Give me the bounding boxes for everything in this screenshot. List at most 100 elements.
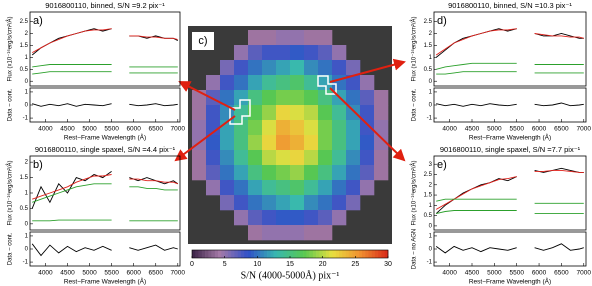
y-tick-label: 1: [429, 90, 433, 96]
colorbar-step: [303, 250, 307, 258]
map-cell: [206, 150, 221, 166]
colorbar-step: [339, 250, 343, 258]
map-cell: [346, 120, 361, 136]
y-tick-label: 1.5: [424, 43, 433, 49]
map-cell: [192, 120, 207, 136]
panel-title: 9016800110, single spaxel, S/N =4.4 pix⁻…: [35, 145, 176, 154]
map-cell: [220, 195, 235, 211]
y-tick-label: 2.5: [20, 19, 29, 25]
colorbar-step: [381, 250, 386, 258]
x-tick-label: 5000: [487, 126, 502, 133]
y-tick-label: -1: [427, 260, 433, 266]
map-cell: [276, 135, 291, 151]
spectrum-line: [435, 169, 584, 210]
map-cell: [346, 60, 361, 76]
map-cell: [304, 120, 319, 136]
x-tick-label: 7000: [577, 270, 592, 277]
colorbar-step: [214, 250, 219, 258]
map-cell: [318, 225, 333, 241]
colorbar-step: [208, 250, 212, 258]
map-cell: [290, 90, 305, 106]
residual-frame: [29, 231, 181, 267]
map-cell: [304, 45, 319, 61]
panel-label: a): [33, 15, 43, 27]
colorbar-step: [192, 250, 196, 258]
map-cell: [318, 30, 333, 46]
y-tick-label: 2: [25, 160, 29, 166]
spectrum-line: [31, 28, 178, 53]
map-cell: [346, 180, 361, 196]
map-cell: [318, 120, 333, 136]
residual-frame: [433, 231, 587, 267]
map-cell: [262, 75, 277, 91]
map-cell: [234, 210, 249, 226]
map-cell: [276, 90, 291, 106]
colorbar-step: [371, 250, 376, 258]
spectrum-line: [31, 28, 179, 56]
y-tick-label: 0.5: [424, 213, 433, 219]
colorbar-step: [195, 250, 199, 258]
map-cell: [234, 150, 249, 166]
colorbar-step: [319, 250, 323, 258]
spectrum-line: [435, 28, 584, 56]
y-tick-label: 1.5: [20, 175, 29, 181]
map-cell: [374, 90, 389, 106]
colorbar-step: [335, 250, 340, 258]
colorbar-step: [342, 250, 346, 258]
map-cell: [304, 75, 319, 91]
y-tick-label: 0.5: [20, 67, 29, 73]
colorbar-step: [224, 250, 229, 258]
colorbar-step: [312, 250, 317, 258]
map-cell: [220, 180, 235, 196]
map-cell: [262, 135, 277, 151]
map-cell: [248, 60, 263, 76]
colorbar-step: [316, 250, 320, 258]
colorbar-step: [384, 250, 389, 258]
map-cell: [248, 105, 263, 121]
colorbar-step: [286, 250, 291, 258]
map-cell: [262, 45, 277, 61]
map: [192, 30, 389, 241]
map-cell: [332, 60, 347, 76]
arrow: [329, 87, 406, 162]
map-cell: [234, 90, 249, 106]
x-tick-label: 5000: [487, 270, 502, 277]
y-tick-label: -1: [427, 116, 433, 122]
map-cell: [262, 105, 277, 121]
colorbar-step: [296, 250, 301, 258]
colorbar-step: [250, 250, 255, 258]
y-tick-label: 1: [25, 191, 29, 197]
map-cell: [332, 180, 347, 196]
spectrum-line: [31, 171, 179, 209]
map-cell: [304, 60, 319, 76]
map-cell: [276, 60, 291, 76]
map-cell: [248, 210, 263, 226]
map-cell: [248, 120, 263, 136]
x-tick-label: 4000: [442, 270, 457, 277]
map-cell: [248, 90, 263, 106]
residual-label: Data − cont.: [8, 232, 14, 265]
map-cell: [318, 135, 333, 151]
map-cell: [304, 225, 319, 241]
y-tick-label: 1: [429, 203, 433, 209]
x-tick-label: 4000: [38, 270, 53, 277]
map-cell: [206, 180, 221, 196]
colorbar-step: [293, 250, 297, 258]
colorbar-step: [237, 250, 242, 258]
colorbar-step: [329, 250, 333, 258]
colorbar-step: [270, 250, 274, 258]
residual-label: Data − cont.: [412, 88, 418, 121]
x-tick-label: 4500: [465, 126, 480, 133]
map-cell: [346, 165, 361, 181]
map-cell: [276, 165, 291, 181]
y-tick-label: 0.5: [424, 67, 433, 73]
colorbar-step: [332, 250, 337, 258]
map-cell: [262, 90, 277, 106]
colorbar-step: [345, 250, 350, 258]
map-cell: [276, 225, 291, 241]
map-cell: [290, 225, 305, 241]
y-tick-label: 0: [429, 247, 433, 253]
x-tick-label: 7000: [577, 126, 592, 133]
spectrum-line: [435, 28, 584, 58]
map-cell: [262, 150, 277, 166]
